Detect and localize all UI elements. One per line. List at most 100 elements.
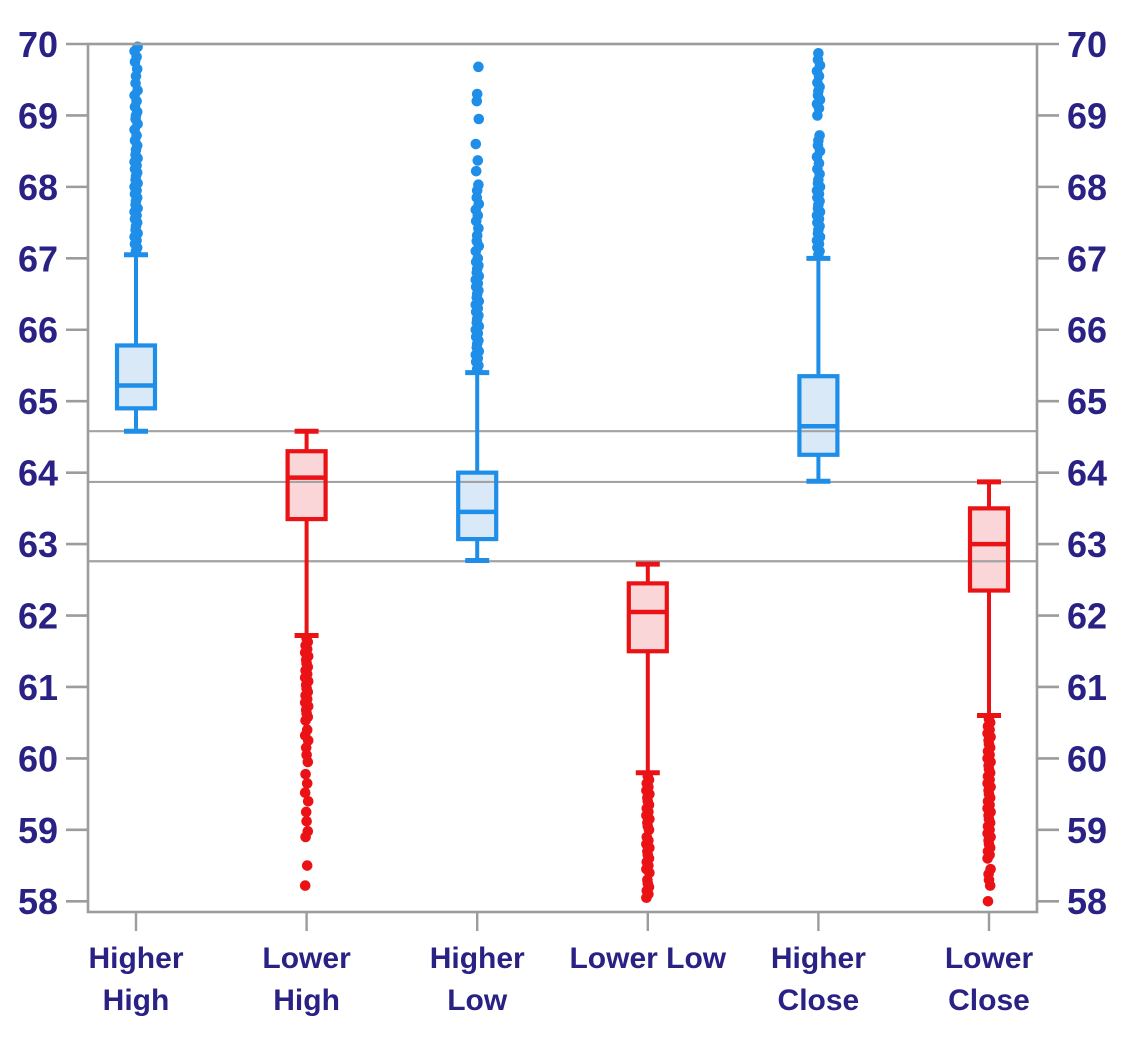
outlier-dot[interactable]	[301, 778, 313, 789]
plot-frame	[86, 42, 1039, 914]
outlier-dot[interactable]	[470, 138, 482, 150]
reference-lines-layer	[88, 430, 1037, 563]
category-label-line: Lower	[945, 942, 1034, 975]
y-tick-label-left: 69	[18, 95, 58, 136]
y-tick-label-left: 61	[18, 667, 58, 708]
outlier-dot[interactable]	[302, 795, 314, 807]
box-lower-high	[285, 428, 328, 891]
outlier-dot[interactable]	[470, 165, 482, 177]
y-tick-label-right: 70	[1067, 24, 1107, 65]
outlier-dot[interactable]	[982, 895, 994, 907]
y-tick-label-right: 68	[1067, 167, 1107, 208]
y-tick-label-left: 60	[18, 738, 58, 779]
y-tick-label-right: 69	[1067, 95, 1107, 136]
outlier-dot[interactable]	[984, 880, 996, 891]
y-tick-label-left: 64	[18, 453, 58, 494]
box-fill-lower-high[interactable]	[287, 451, 326, 520]
box-fill-higher-close[interactable]	[799, 376, 838, 455]
y-tick-label-left: 66	[18, 310, 58, 351]
outlier-dot[interactable]	[300, 806, 312, 818]
outliers-higher-low	[470, 61, 485, 375]
category-label-line: Higher	[88, 942, 183, 975]
category-label-line: Lower	[262, 942, 351, 975]
x-axis: Higher High Lower High Higher Low Lower Low Hig…	[88, 912, 1033, 1017]
outlier-dot[interactable]	[641, 892, 652, 904]
y-axis-right: 70 69 68 67 66 65 64 63 62 61 60 59 58	[1037, 24, 1107, 922]
y-tick-label-left: 70	[18, 24, 58, 65]
category-label-line: Higher	[771, 942, 866, 975]
outlier-dot[interactable]	[301, 860, 313, 871]
outlier-dot[interactable]	[472, 155, 484, 166]
outlier-dot[interactable]	[814, 130, 825, 141]
category-label-lower-close: Lower Close	[945, 942, 1034, 1017]
y-tick-label-right: 61	[1067, 667, 1107, 708]
category-label-line: Lower Low	[569, 942, 726, 975]
box-lower-low	[626, 561, 669, 904]
y-tick-label-right: 67	[1067, 238, 1107, 279]
y-tick-label-right: 62	[1067, 595, 1107, 636]
category-label-lower-low: Lower Low	[569, 942, 726, 975]
category-label-line: Close	[778, 984, 860, 1017]
box-rect-lower-close[interactable]	[967, 506, 1011, 593]
y-tick-label-left: 59	[18, 810, 58, 851]
category-label-line: High	[273, 984, 340, 1017]
box-rect-lower-high[interactable]	[285, 449, 328, 522]
box-rect-higher-low[interactable]	[456, 470, 499, 542]
box-rect-higher-high[interactable]	[114, 343, 158, 411]
outlier-dot[interactable]	[982, 853, 993, 864]
category-label-higher-high: Higher High	[88, 942, 183, 1017]
outliers-lower-low	[641, 770, 655, 904]
category-label-higher-close: Higher Close	[771, 942, 866, 1017]
outliers-higher-high	[129, 41, 143, 257]
category-label-higher-low: Higher Low	[430, 942, 525, 1017]
category-label-line: Low	[447, 984, 508, 1017]
y-tick-label-right: 59	[1067, 810, 1107, 851]
box-rect-higher-close[interactable]	[797, 374, 840, 457]
outliers-higher-close	[811, 47, 826, 261]
y-tick-label-left: 58	[18, 881, 58, 922]
box-higher-high	[114, 41, 158, 434]
y-tick-label-right: 60	[1067, 738, 1107, 779]
y-tick-label-left: 63	[18, 524, 58, 565]
outlier-dot[interactable]	[813, 47, 824, 59]
box-fill-higher-low[interactable]	[458, 472, 497, 540]
outlier-dot[interactable]	[473, 179, 484, 191]
outliers-lower-close	[982, 713, 996, 907]
box-fill-lower-low[interactable]	[628, 583, 667, 652]
category-label-line: Higher	[430, 942, 525, 975]
box-higher-low	[456, 61, 499, 564]
y-tick-label-right: 58	[1067, 881, 1107, 922]
box-fills-layer	[117, 345, 1008, 652]
outlier-dot[interactable]	[471, 88, 483, 100]
outlier-dot[interactable]	[473, 61, 484, 73]
box-rect-lower-low[interactable]	[626, 581, 669, 654]
outlier-dot[interactable]	[300, 768, 311, 780]
y-tick-label-right: 65	[1067, 381, 1107, 422]
y-axis-left: 70 69 68 67 66 65 64 63 62 61 60 59 58	[18, 24, 88, 922]
outliers-lower-high	[299, 633, 314, 891]
outlier-dot[interactable]	[300, 831, 311, 843]
category-label-line: Close	[948, 984, 1030, 1017]
y-tick-label-left: 68	[18, 167, 58, 208]
y-tick-label-right: 66	[1067, 310, 1107, 351]
box-fill-higher-high[interactable]	[117, 345, 155, 409]
box-fill-lower-close[interactable]	[970, 508, 1008, 591]
outlier-dot[interactable]	[300, 715, 311, 726]
y-tick-label-right: 64	[1067, 453, 1107, 494]
outlier-dot[interactable]	[473, 113, 485, 125]
box-higher-close	[797, 47, 840, 484]
box-lower-close	[967, 479, 1011, 907]
outlier-dot[interactable]	[301, 815, 312, 827]
y-tick-label-left: 62	[18, 595, 58, 636]
y-tick-label-left: 67	[18, 238, 58, 279]
y-tick-label-left: 65	[18, 381, 58, 422]
outlier-dot[interactable]	[299, 787, 311, 798]
outlier-dot[interactable]	[302, 756, 314, 768]
y-tick-label-right: 63	[1067, 524, 1107, 565]
category-label-line: High	[103, 984, 170, 1017]
outlier-dot[interactable]	[299, 880, 311, 891]
